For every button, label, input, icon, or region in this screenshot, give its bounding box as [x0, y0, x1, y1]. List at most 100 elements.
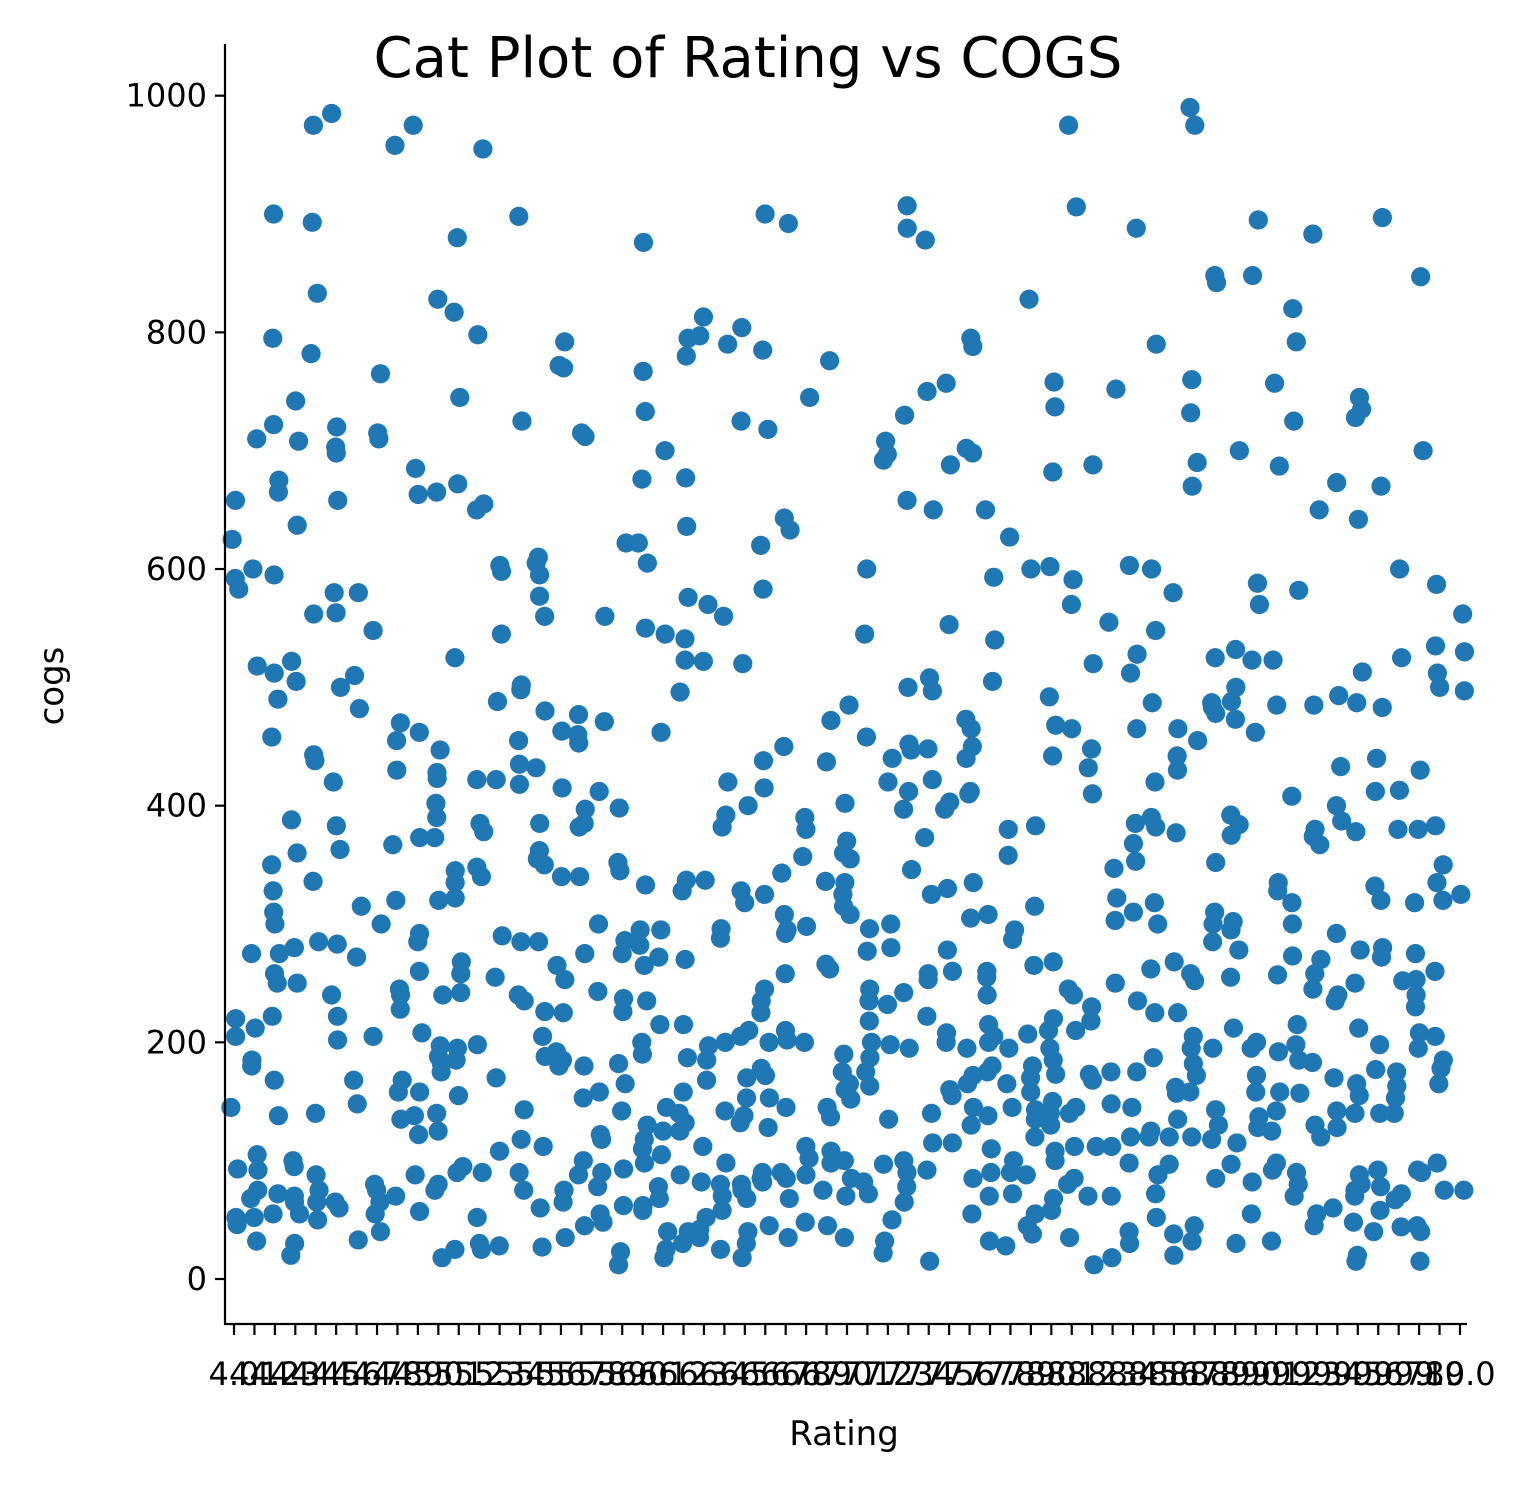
data-point: [1208, 1115, 1229, 1135]
data-point: [593, 1212, 613, 1232]
data-point: [1064, 1136, 1085, 1157]
data-point: [1105, 973, 1125, 993]
data-point: [1046, 715, 1066, 735]
data-point: [1206, 703, 1226, 723]
data-point: [693, 651, 713, 671]
data-point: [695, 870, 715, 890]
data-point: [982, 671, 1003, 692]
data-point: [509, 774, 530, 794]
data-point: [588, 981, 608, 1002]
data-point: [534, 855, 554, 875]
data-point: [1081, 739, 1102, 759]
data-point: [1181, 1038, 1201, 1058]
data-point: [588, 1177, 608, 1197]
data-point: [284, 938, 304, 958]
data-point: [1168, 1003, 1188, 1023]
data-point: [793, 846, 813, 867]
data-point: [1327, 1117, 1347, 1138]
data-point: [467, 1035, 487, 1055]
data-point: [979, 1186, 999, 1206]
data-point: [1290, 1083, 1310, 1103]
data-point: [1370, 1200, 1390, 1220]
data-point: [778, 213, 798, 234]
data-point: [284, 1156, 304, 1177]
data-point: [1063, 570, 1083, 590]
data-point: [899, 1038, 919, 1058]
data-point: [1127, 719, 1147, 739]
data-point: [878, 772, 898, 792]
data-point: [881, 914, 901, 934]
data-point: [1163, 583, 1183, 603]
x-tick-label: 5.9: [597, 1355, 648, 1393]
data-point: [1364, 1222, 1384, 1242]
data-point: [820, 1107, 841, 1127]
x-tick-label: 4.5: [311, 1355, 362, 1393]
data-point: [514, 991, 534, 1011]
x-tick-label: 4.8: [372, 1355, 423, 1393]
data-point: [244, 1207, 264, 1228]
data-point: [330, 677, 351, 697]
data-point: [447, 228, 467, 248]
data-point: [1182, 476, 1202, 496]
data-point: [1411, 1222, 1431, 1242]
data-point: [1262, 1121, 1282, 1141]
data-point: [344, 665, 365, 686]
data-point: [894, 983, 914, 1003]
data-point: [1106, 379, 1126, 399]
data-point: [753, 751, 774, 771]
data-point: [820, 959, 840, 979]
data-point: [1123, 902, 1144, 922]
data-point: [1018, 1024, 1038, 1044]
data-point: [779, 1188, 799, 1209]
data-point: [759, 1216, 779, 1236]
data-point: [879, 1109, 899, 1129]
data-point: [1366, 1059, 1386, 1080]
data-point: [264, 1070, 284, 1090]
x-tick-label: 6.3: [679, 1355, 730, 1393]
data-point: [268, 689, 288, 709]
data-point: [1332, 811, 1352, 831]
data-point: [574, 1056, 594, 1076]
x-tick-label: 7.8: [985, 1355, 1036, 1393]
data-point: [408, 1125, 429, 1145]
data-point: [1385, 1190, 1405, 1210]
data-point: [327, 934, 347, 954]
data-point: [675, 949, 695, 970]
data-point: [533, 1136, 553, 1157]
data-point: [1241, 1038, 1261, 1058]
data-point: [940, 455, 961, 475]
data-point: [1084, 1255, 1104, 1275]
data-point: [467, 770, 487, 790]
data-point: [759, 1088, 780, 1108]
data-point: [1063, 985, 1084, 1005]
x-tick-label: 8.3: [1087, 1355, 1138, 1393]
x-tick-label: 5.0: [413, 1355, 464, 1393]
data-point: [1371, 947, 1392, 967]
data-point: [1043, 462, 1063, 482]
data-point: [487, 691, 508, 712]
data-point: [917, 381, 937, 402]
data-point: [1289, 580, 1309, 600]
x-tick-label: 9.3: [1292, 1355, 1343, 1393]
data-point: [227, 1214, 247, 1235]
data-point: [551, 867, 572, 887]
data-point: [758, 1117, 778, 1138]
data-point: [1245, 722, 1265, 742]
data-point: [693, 307, 714, 327]
data-point: [697, 1050, 717, 1070]
data-point: [1146, 334, 1166, 354]
data-point: [303, 871, 323, 892]
data-point: [289, 1204, 310, 1224]
data-point: [963, 336, 983, 357]
data-point: [776, 1168, 796, 1189]
data-point: [363, 1026, 383, 1047]
data-point: [575, 943, 595, 964]
data-point: [263, 881, 283, 901]
data-point: [1126, 851, 1146, 871]
data-point: [635, 618, 656, 638]
data-point: [1284, 411, 1304, 431]
data-point: [226, 1009, 246, 1029]
data-point: [633, 1200, 653, 1220]
data-point: [568, 1165, 589, 1185]
data-point: [758, 419, 778, 439]
